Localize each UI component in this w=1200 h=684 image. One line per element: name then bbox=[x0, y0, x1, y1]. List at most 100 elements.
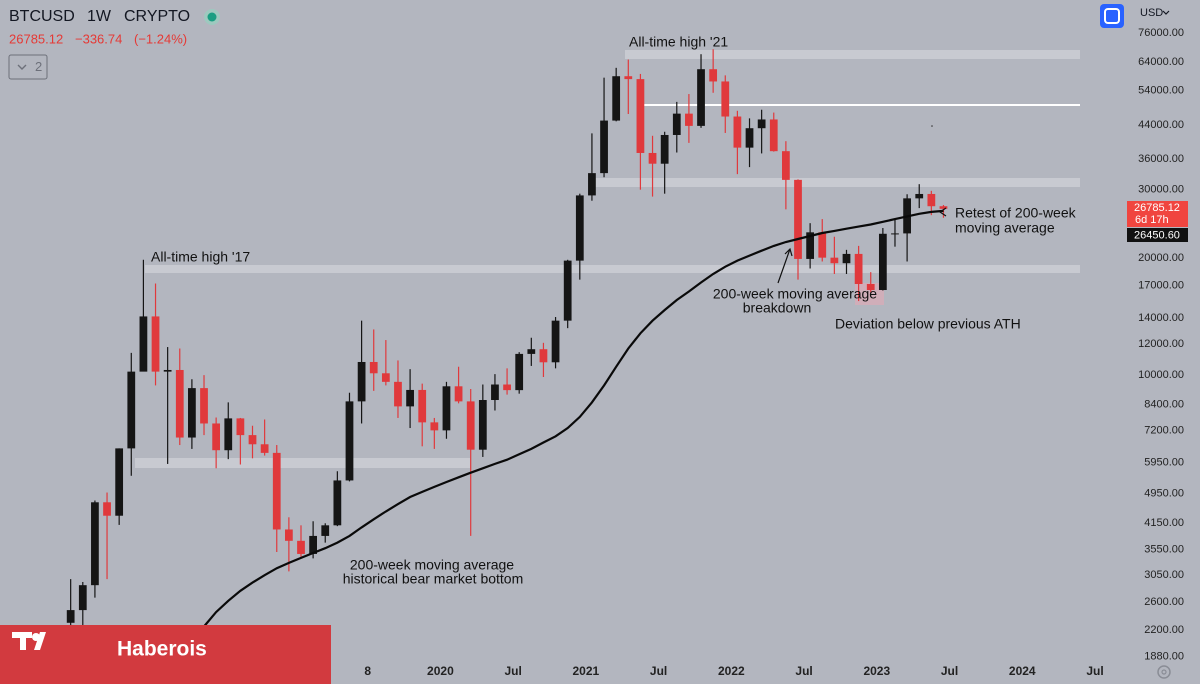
candle-body bbox=[248, 435, 257, 445]
x-tick-label: Jul bbox=[795, 664, 812, 678]
quote-change-pct: (−1.24%) bbox=[134, 31, 187, 46]
x-tick-label: 2022 bbox=[718, 664, 745, 678]
candle-body bbox=[309, 535, 317, 554]
annotation: breakdown bbox=[743, 300, 812, 316]
x-tick-label: 2020 bbox=[427, 664, 454, 678]
indicators-button[interactable]: 2 bbox=[8, 54, 48, 80]
candle-body bbox=[454, 386, 463, 402]
candle-body bbox=[442, 386, 451, 431]
candle-body bbox=[381, 373, 390, 382]
x-tick-label: Jul bbox=[650, 664, 667, 678]
x-tick-label: Jul bbox=[504, 664, 521, 678]
candle-body bbox=[600, 120, 608, 174]
candle-body bbox=[260, 444, 269, 453]
annotation: All-time high '17 bbox=[151, 249, 250, 265]
candle-body bbox=[478, 400, 487, 450]
candle-body bbox=[163, 369, 172, 372]
candle-body bbox=[200, 388, 208, 424]
candle-body bbox=[103, 502, 111, 516]
candle-body bbox=[636, 79, 645, 153]
zone bbox=[625, 50, 1080, 59]
currency-selector[interactable]: USD bbox=[1140, 7, 1170, 19]
annotation: 200-week moving average bbox=[350, 557, 514, 573]
y-tick-label: 30000.00 bbox=[1138, 184, 1184, 196]
watermark-bg bbox=[0, 625, 331, 684]
icon-bg[interactable] bbox=[1100, 4, 1124, 28]
candle-body bbox=[878, 233, 887, 291]
candle-body bbox=[78, 585, 87, 611]
candle-body bbox=[272, 452, 281, 530]
zone bbox=[135, 458, 470, 468]
candle-body bbox=[539, 349, 548, 363]
caret bbox=[1162, 10, 1170, 15]
y-tick-label: 14000.00 bbox=[1138, 312, 1184, 324]
candle-body bbox=[709, 69, 718, 82]
candle-body bbox=[612, 76, 621, 121]
quote-change: −336.74 bbox=[75, 31, 122, 46]
candle-body bbox=[794, 179, 802, 259]
candle-body bbox=[806, 232, 815, 259]
indicator-count: 2 bbox=[35, 59, 42, 74]
candle-body bbox=[757, 119, 766, 129]
annotation: historical bear market bottom bbox=[343, 571, 524, 587]
y-tick-label: 4150.00 bbox=[1144, 517, 1184, 529]
drawing-zones bbox=[135, 50, 1080, 468]
x-tick-label: Jul bbox=[941, 664, 958, 678]
candle-body bbox=[151, 316, 160, 372]
candle-body bbox=[721, 81, 730, 117]
y-tick-label: 76000.00 bbox=[1138, 27, 1184, 39]
candle-body bbox=[418, 389, 427, 423]
y-tick-label: 36000.00 bbox=[1138, 153, 1184, 165]
candle-body bbox=[394, 381, 402, 407]
candle-body bbox=[842, 253, 851, 264]
candle-body bbox=[939, 206, 948, 209]
x-tick-label: Jul bbox=[1086, 664, 1103, 678]
candle-body bbox=[551, 320, 560, 363]
toolbar-icon[interactable] bbox=[1100, 4, 1124, 28]
y-tick-label: 12000.00 bbox=[1138, 338, 1184, 350]
header: BTCUSD 1W CRYPTO 26785.12 −336.74 (−1.24… bbox=[8, 4, 1171, 679]
candle-body bbox=[733, 116, 742, 148]
y-tick-label: 8400.00 bbox=[1144, 398, 1184, 410]
x-tick-label: 2023 bbox=[863, 664, 890, 678]
y-tick-label: 64000.00 bbox=[1138, 56, 1184, 68]
y-tick-label: 44000.00 bbox=[1138, 119, 1184, 131]
candle-body bbox=[672, 113, 681, 135]
candle-body bbox=[175, 369, 184, 438]
annotations: All-time high '21 All-time high '17 Rete… bbox=[151, 34, 1077, 587]
y-tick-label: 2600.00 bbox=[1144, 596, 1184, 608]
chevron bbox=[17, 64, 27, 70]
moving-average-line bbox=[176, 209, 944, 662]
candle-body bbox=[624, 76, 633, 80]
candle-body bbox=[782, 151, 790, 180]
gear-hub bbox=[1161, 669, 1167, 675]
countdown: 6d 17h bbox=[1135, 214, 1169, 226]
candle-body bbox=[224, 418, 233, 451]
price-badges: 26785.12 6d 17h 26450.60 bbox=[1127, 201, 1188, 242]
button-frame[interactable] bbox=[8, 54, 48, 80]
y-tick-label: 7200.00 bbox=[1144, 424, 1184, 436]
zone bbox=[595, 178, 1080, 187]
y-tick-label: 3050.00 bbox=[1144, 569, 1184, 581]
y-tick-label: 4950.00 bbox=[1144, 487, 1184, 499]
candle-body bbox=[648, 152, 657, 164]
settings-icon[interactable] bbox=[1157, 665, 1171, 679]
candle-body bbox=[91, 502, 99, 586]
x-tick-label: 8 bbox=[364, 664, 371, 678]
candle-body bbox=[430, 422, 439, 431]
annotation: Retest of 200-week bbox=[955, 205, 1077, 221]
candle-body bbox=[127, 371, 136, 449]
dot bbox=[931, 125, 933, 127]
y-tick-label: 54000.00 bbox=[1138, 84, 1184, 96]
y-tick-label: 5950.00 bbox=[1144, 456, 1184, 468]
candle-body bbox=[139, 316, 148, 372]
currency[interactable]: USD bbox=[1140, 7, 1163, 19]
plot bbox=[66, 49, 948, 662]
gear[interactable] bbox=[1157, 665, 1171, 679]
candle-body bbox=[527, 349, 536, 354]
y-tick-label: 17000.00 bbox=[1138, 279, 1184, 291]
ma-price: 26450.60 bbox=[1134, 229, 1180, 241]
candle-body bbox=[575, 195, 584, 261]
arrow bbox=[938, 207, 947, 217]
